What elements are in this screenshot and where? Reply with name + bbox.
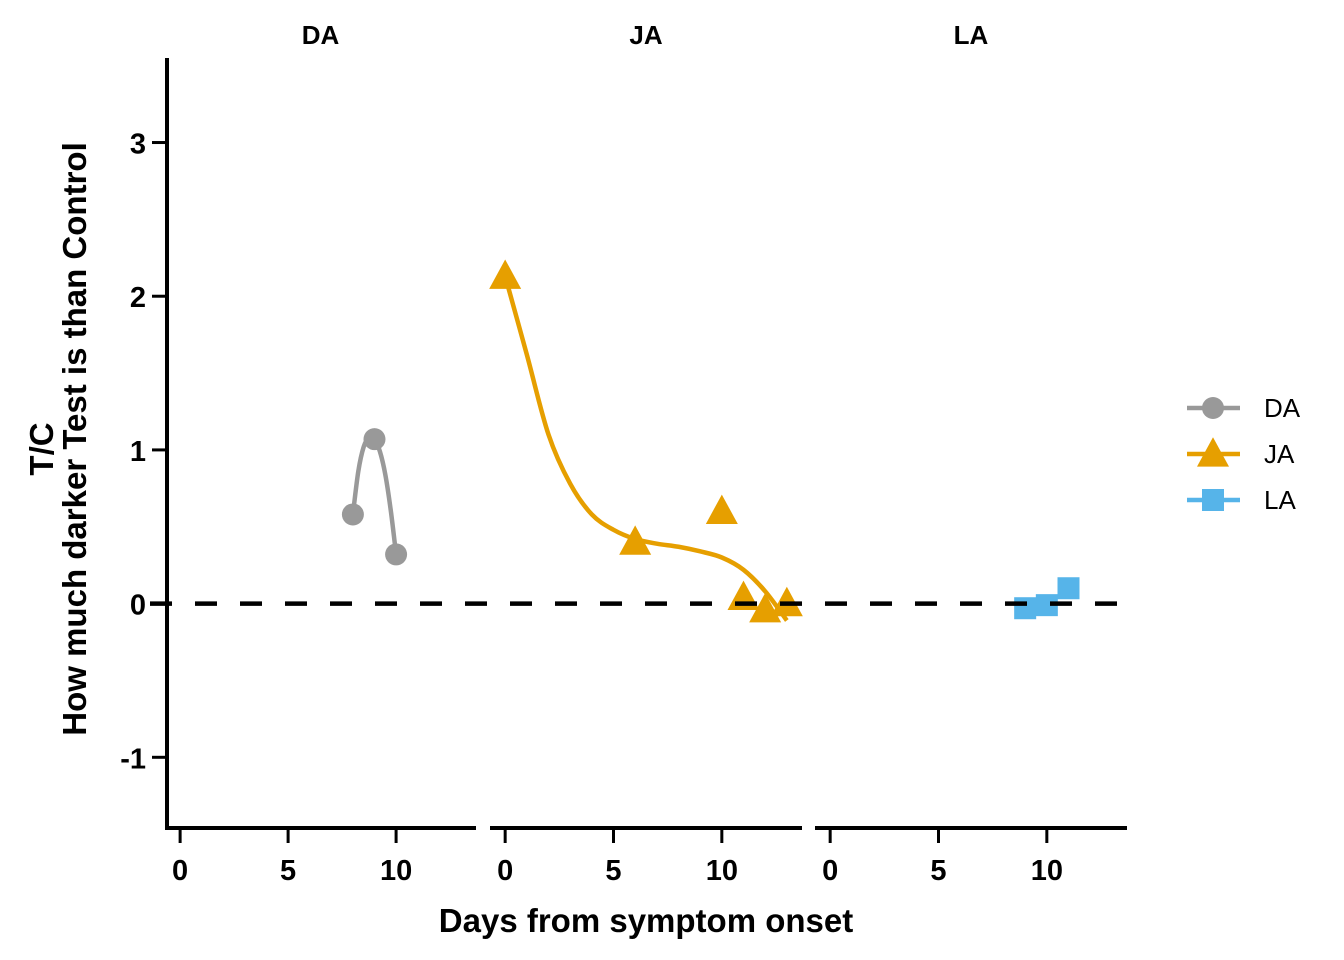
smooth-line-ja (502, 275, 789, 622)
data-point-da (385, 543, 408, 566)
panel-la: LA 0 5 10 (815, 20, 1127, 887)
strip-title: LA (954, 20, 989, 50)
data-point-la (1035, 594, 1058, 617)
series-ja (489, 259, 803, 623)
data-point-da (341, 503, 364, 526)
smooth-line-da (350, 434, 399, 555)
y-axis-title-line1: T/C (23, 422, 60, 475)
x-tick-label: 5 (605, 855, 621, 887)
legend-label: LA (1264, 485, 1296, 515)
y-tick-label: 0 (130, 590, 146, 622)
series-da (341, 428, 408, 566)
x-tick-label: 0 (822, 855, 838, 887)
y-axis-title-line2: How much darker Test is than Control (56, 142, 93, 735)
legend-key-triangle-icon (1197, 437, 1229, 467)
data-point-ja (619, 525, 652, 555)
legend-entry-ja: JA (1187, 437, 1295, 469)
x-tick-label: 0 (172, 855, 188, 887)
panel-da: DA 0 5 10 (165, 20, 476, 887)
y-tick-label: 2 (130, 282, 146, 314)
data-point-ja (705, 494, 738, 524)
y-tick-label: 3 (130, 129, 146, 161)
data-point-ja (489, 259, 522, 289)
data-point-da (363, 428, 386, 451)
y-axis-title: T/C How much darker Test is than Control (23, 142, 93, 735)
x-tick-label: 0 (497, 855, 513, 887)
legend-entry-la: LA (1187, 485, 1296, 515)
data-point-la (1014, 597, 1037, 620)
facet-panels: DA 0 5 10 JA 0 5 10 LA 0 5 10 (150, 20, 1127, 887)
x-tick-label: 10 (380, 855, 412, 887)
x-tick-label: 5 (930, 855, 946, 887)
panel-ja: JA 0 5 10 (489, 20, 803, 887)
legend-key-square-icon (1202, 489, 1224, 511)
legend-label: JA (1264, 439, 1295, 469)
x-tick-label: 10 (706, 855, 738, 887)
x-axis-title: Days from symptom onset (439, 902, 853, 939)
series-la (1014, 577, 1080, 620)
legend-label: DA (1264, 393, 1301, 423)
data-point-la (1057, 577, 1080, 600)
legend-key-circle-icon (1202, 397, 1224, 419)
y-tick-label: -1 (120, 743, 146, 775)
legend-entry-da: DA (1187, 393, 1301, 423)
y-axis: -1 0 1 2 3 (120, 58, 169, 830)
x-tick-label: 10 (1031, 855, 1063, 887)
x-tick-label: 5 (280, 855, 296, 887)
legend: DA JA LA (1187, 393, 1301, 515)
strip-title: JA (629, 20, 662, 50)
strip-title: DA (302, 20, 340, 50)
y-tick-label: 1 (130, 436, 146, 468)
